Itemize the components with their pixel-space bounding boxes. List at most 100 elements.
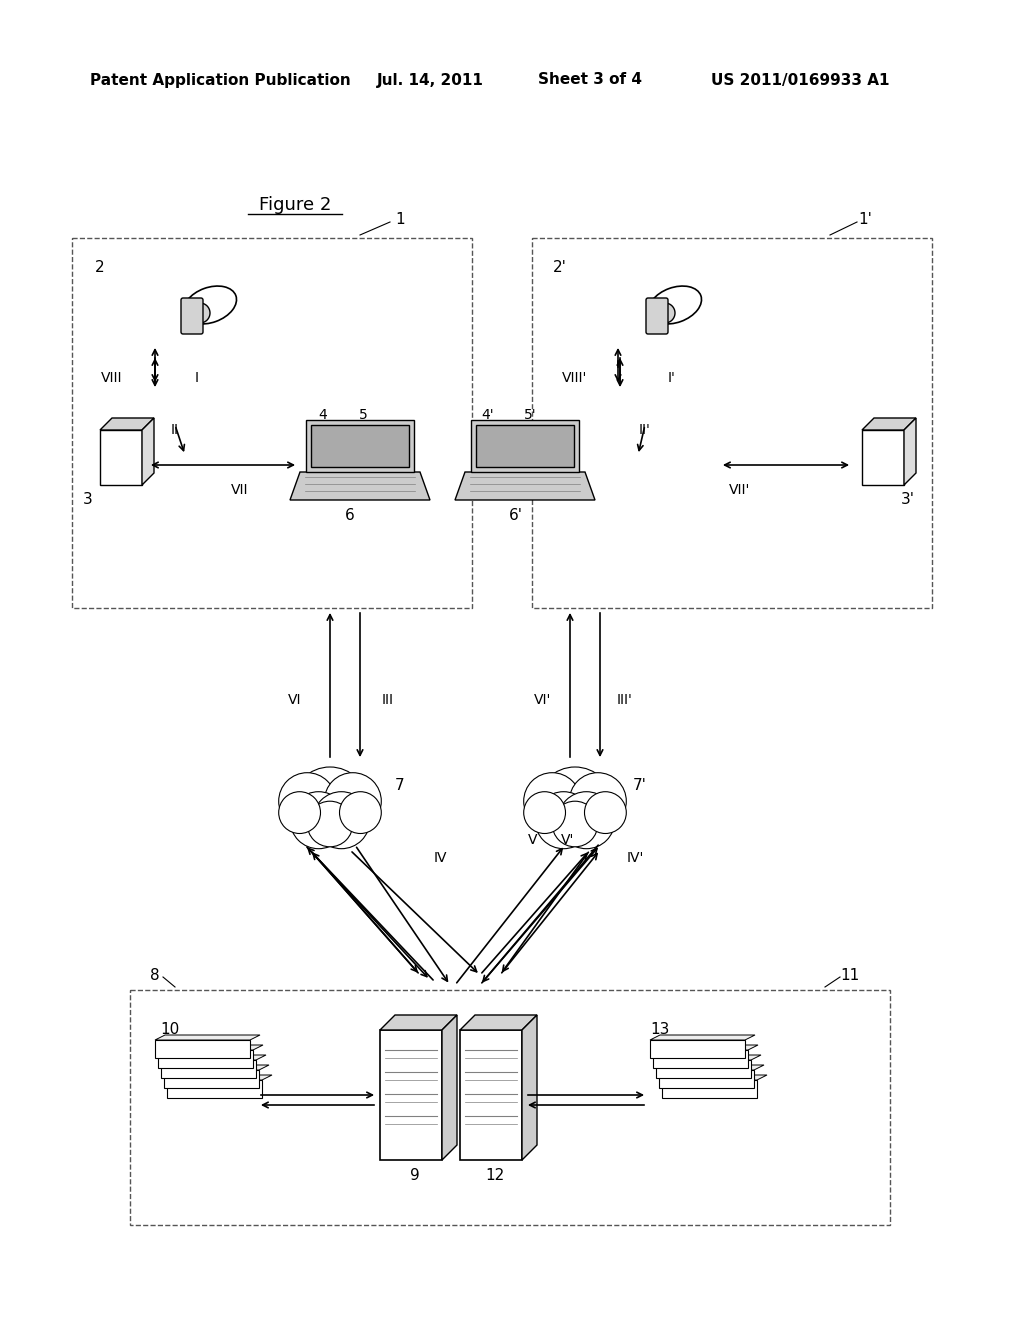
Polygon shape bbox=[155, 1035, 260, 1040]
Bar bbox=[158, 1049, 253, 1068]
Text: Jul. 14, 2011: Jul. 14, 2011 bbox=[377, 73, 483, 87]
Circle shape bbox=[523, 792, 565, 833]
Text: VI': VI' bbox=[535, 693, 552, 708]
Text: 8: 8 bbox=[151, 968, 160, 982]
Circle shape bbox=[279, 792, 321, 833]
Bar bbox=[380, 1030, 442, 1160]
Text: 6: 6 bbox=[345, 507, 355, 523]
Polygon shape bbox=[158, 1045, 263, 1049]
Text: 5': 5' bbox=[523, 408, 537, 422]
Bar bbox=[862, 430, 904, 484]
Text: 11: 11 bbox=[841, 968, 859, 982]
Text: VI: VI bbox=[288, 693, 302, 708]
Polygon shape bbox=[659, 1065, 764, 1071]
FancyBboxPatch shape bbox=[181, 298, 203, 334]
Polygon shape bbox=[455, 473, 595, 500]
Text: VIII: VIII bbox=[101, 371, 123, 385]
Text: IV: IV bbox=[433, 851, 446, 865]
Circle shape bbox=[537, 767, 613, 843]
Bar bbox=[311, 425, 409, 467]
Text: III: III bbox=[382, 693, 394, 708]
Bar bbox=[167, 1080, 262, 1098]
Bar bbox=[659, 1071, 754, 1088]
Bar bbox=[662, 1080, 757, 1098]
Text: 7: 7 bbox=[395, 777, 404, 792]
Ellipse shape bbox=[190, 304, 210, 323]
Text: 2: 2 bbox=[95, 260, 104, 276]
Text: US 2011/0169933 A1: US 2011/0169933 A1 bbox=[711, 73, 889, 87]
Polygon shape bbox=[904, 418, 916, 484]
Polygon shape bbox=[142, 418, 154, 484]
Text: Sheet 3 of 4: Sheet 3 of 4 bbox=[538, 73, 642, 87]
Polygon shape bbox=[522, 1015, 537, 1160]
Text: VII: VII bbox=[231, 483, 249, 498]
Circle shape bbox=[569, 772, 627, 830]
Circle shape bbox=[523, 772, 581, 830]
Bar bbox=[164, 1071, 259, 1088]
Circle shape bbox=[536, 792, 592, 849]
Text: 13: 13 bbox=[650, 1023, 670, 1038]
Text: V: V bbox=[528, 833, 538, 847]
Text: I': I' bbox=[668, 371, 676, 385]
Polygon shape bbox=[650, 1035, 755, 1040]
Circle shape bbox=[340, 792, 381, 833]
Text: 3: 3 bbox=[83, 492, 93, 507]
Text: 3': 3' bbox=[901, 492, 915, 507]
Polygon shape bbox=[290, 473, 430, 500]
Text: III': III' bbox=[617, 693, 633, 708]
Text: Figure 2: Figure 2 bbox=[259, 195, 331, 214]
Circle shape bbox=[290, 792, 347, 849]
Circle shape bbox=[279, 772, 336, 830]
Polygon shape bbox=[167, 1074, 272, 1080]
Circle shape bbox=[558, 792, 614, 849]
Polygon shape bbox=[656, 1055, 761, 1060]
Text: 4': 4' bbox=[481, 408, 495, 422]
Circle shape bbox=[307, 801, 353, 847]
Text: 2': 2' bbox=[553, 260, 567, 276]
Circle shape bbox=[313, 792, 370, 849]
Bar bbox=[100, 430, 142, 484]
Polygon shape bbox=[442, 1015, 457, 1160]
Text: 1': 1' bbox=[858, 213, 872, 227]
Text: 4: 4 bbox=[318, 408, 328, 422]
Bar bbox=[460, 1030, 522, 1160]
Text: II: II bbox=[171, 422, 179, 437]
Text: I: I bbox=[195, 371, 199, 385]
Bar bbox=[155, 1040, 250, 1059]
Text: V': V' bbox=[561, 833, 574, 847]
Text: 5: 5 bbox=[358, 408, 368, 422]
Text: IV': IV' bbox=[627, 851, 644, 865]
Polygon shape bbox=[100, 418, 154, 430]
Bar bbox=[656, 1060, 751, 1078]
Circle shape bbox=[325, 772, 381, 830]
Text: Patent Application Publication: Patent Application Publication bbox=[90, 73, 351, 87]
Text: 7': 7' bbox=[633, 777, 647, 792]
Bar bbox=[650, 1040, 745, 1059]
Text: II': II' bbox=[639, 422, 651, 437]
Polygon shape bbox=[862, 418, 916, 430]
Ellipse shape bbox=[655, 304, 675, 323]
Bar bbox=[476, 425, 574, 467]
Text: 6': 6' bbox=[509, 507, 523, 523]
Polygon shape bbox=[662, 1074, 767, 1080]
Bar bbox=[471, 420, 579, 473]
Text: 9: 9 bbox=[411, 1167, 420, 1183]
Text: 10: 10 bbox=[160, 1023, 179, 1038]
Polygon shape bbox=[653, 1045, 758, 1049]
Ellipse shape bbox=[183, 286, 237, 323]
Bar bbox=[653, 1049, 748, 1068]
Circle shape bbox=[585, 792, 627, 833]
FancyBboxPatch shape bbox=[646, 298, 668, 334]
Circle shape bbox=[292, 767, 368, 843]
Polygon shape bbox=[164, 1065, 269, 1071]
Ellipse shape bbox=[648, 286, 701, 323]
Text: 12: 12 bbox=[485, 1167, 505, 1183]
Bar bbox=[161, 1060, 256, 1078]
Text: 1: 1 bbox=[395, 213, 404, 227]
Text: VIII': VIII' bbox=[562, 371, 588, 385]
Circle shape bbox=[552, 801, 598, 847]
Polygon shape bbox=[161, 1055, 266, 1060]
Text: VII': VII' bbox=[729, 483, 751, 498]
Polygon shape bbox=[460, 1015, 537, 1030]
Polygon shape bbox=[380, 1015, 457, 1030]
